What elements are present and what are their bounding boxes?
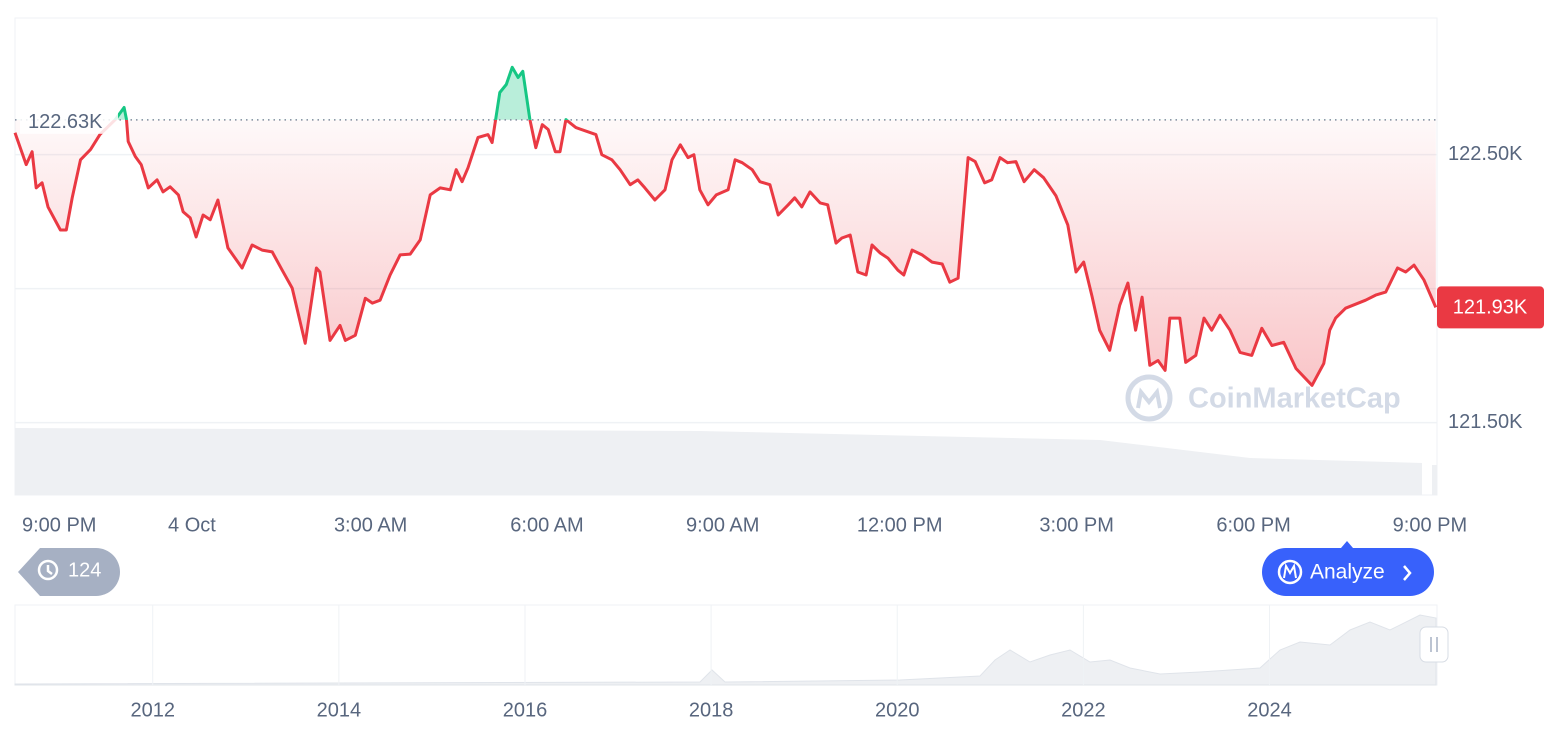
x-tick-label: 9:00 PM [1393,514,1467,536]
history-badge[interactable]: 124 [18,548,120,596]
navigator-tick-label: 2022 [1061,699,1106,721]
navigator-tick-label: 2024 [1247,699,1292,721]
navigator-handle[interactable] [1419,626,1449,663]
watermark: CoinMarketCap [1125,374,1401,422]
badge-shape[interactable] [18,548,120,596]
analyze-label[interactable]: Analyze [1310,561,1385,584]
volume-band [15,428,1422,495]
x-tick-label: 3:00 PM [1039,514,1113,536]
reference-label: 122.63K [28,111,103,133]
fills [15,67,1436,386]
y-tick-label: 121.50K [1448,411,1523,433]
volume-tail [1432,465,1437,495]
x-tick-label: 6:00 AM [510,514,583,536]
labels: 121.50K 122.50K 9:00 PM 4 Oct 3:00 AM 6:00 AM… [20,105,1544,536]
x-tick-label: 4 Oct [168,514,216,536]
navigator-area [14,614,1437,686]
navigator-tick-label: 2012 [130,699,175,721]
x-tick-label: 9:00 AM [686,514,759,536]
x-tick-label: 12:00 PM [857,514,943,536]
x-tick-label: 9:00 PM [22,514,96,536]
x-tick-label: 6:00 PM [1216,514,1290,536]
lines [13,65,1438,387]
reference-label-bg [20,105,118,134]
navigator-tick-label: 2020 [875,699,920,721]
navigator: 2012 2014 2016 2018 2020 2022 2024 [14,604,1449,721]
price-line [13,119,1438,387]
navigator-tick-label: 2014 [317,699,362,721]
analyze-button[interactable]: Analyze [1262,541,1434,596]
watermark-text: CoinMarketCap [1188,383,1401,415]
current-price-label: 121.93K [1453,297,1528,319]
y-tick-label: 122.50K [1448,143,1523,165]
x-tick-label: 3:00 AM [334,514,407,536]
navigator-tick-label: 2018 [689,699,734,721]
navigator-tick-label: 2016 [503,699,548,721]
history-count[interactable]: 124 [68,559,101,581]
current-price-bg [1437,286,1544,329]
area-below [15,119,1436,386]
analyze-bg[interactable] [1262,548,1434,596]
